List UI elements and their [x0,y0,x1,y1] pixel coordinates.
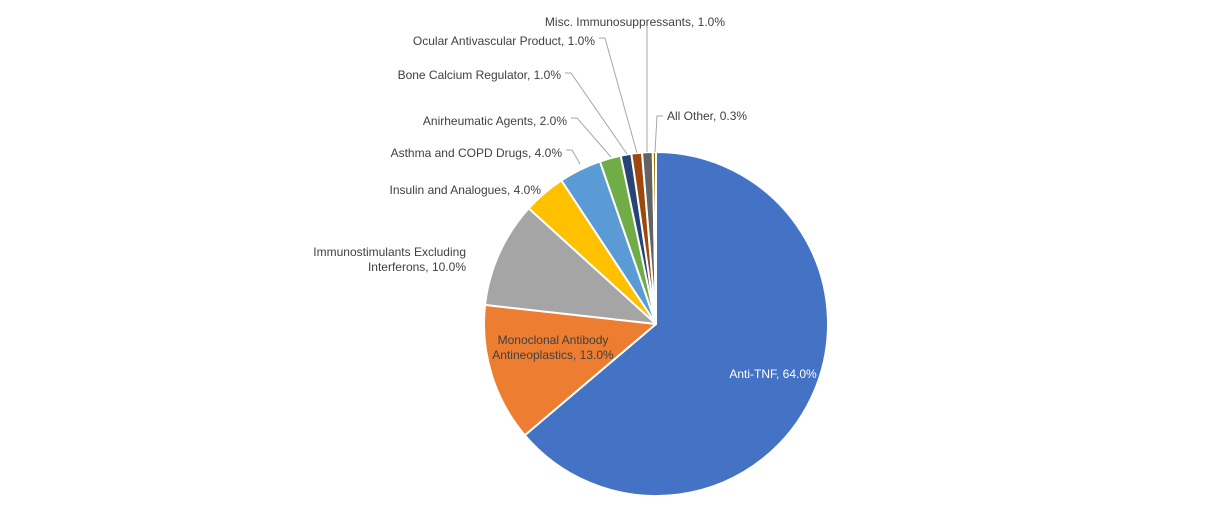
leader-lines [565,26,663,165]
data-label-insulin-and-analogues: Insulin and Analogues, 4.0% [390,183,542,197]
data-label-anti-tnf: Anti-TNF, 64.0% [729,367,817,381]
leader-line-anirheumatic-agents [571,117,612,158]
pie-slices [483,150,830,497]
data-label-misc-immunosuppressants: Misc. Immunosuppressants, 1.0% [545,15,725,29]
pie-slice-all-other [651,150,657,325]
data-label-all-other: All Other, 0.3% [667,109,747,123]
data-label-immunostimulants-excluding-interferons: Immunostimulants Excluding Interferons, 1… [313,245,466,274]
pie-slice-anti-tnf [523,151,830,497]
data-label-monoclonal-antibody-antineoplastics: Monoclonal Antibody Antineoplastics, 13.0… [492,333,614,362]
data-label-bone-calcium-regulator: Bone Calcium Regulator, 1.0% [398,68,562,82]
data-label-ocular-antivascular-product: Ocular Antivascular Product, 1.0% [413,34,595,48]
data-label-anirheumatic-agents: Anirheumatic Agents, 2.0% [423,114,567,128]
leader-line-ocular-antivascular-product [599,37,638,154]
data-label-asthma-and-copd-drugs: Asthma and COPD Drugs, 4.0% [391,146,563,160]
leader-line-all-other [654,115,663,153]
leader-line-asthma-and-copd-drugs [566,149,581,165]
data-labels: Anti-TNF, 64.0% Monoclonal Antibody Antine… [313,15,817,381]
leader-line-bone-calcium-regulator [565,72,628,155]
pie-slice-monoclonal-antibody-antineoplastics [483,303,657,437]
pie-slice-immunostimulants-excluding-interferons [484,207,657,325]
